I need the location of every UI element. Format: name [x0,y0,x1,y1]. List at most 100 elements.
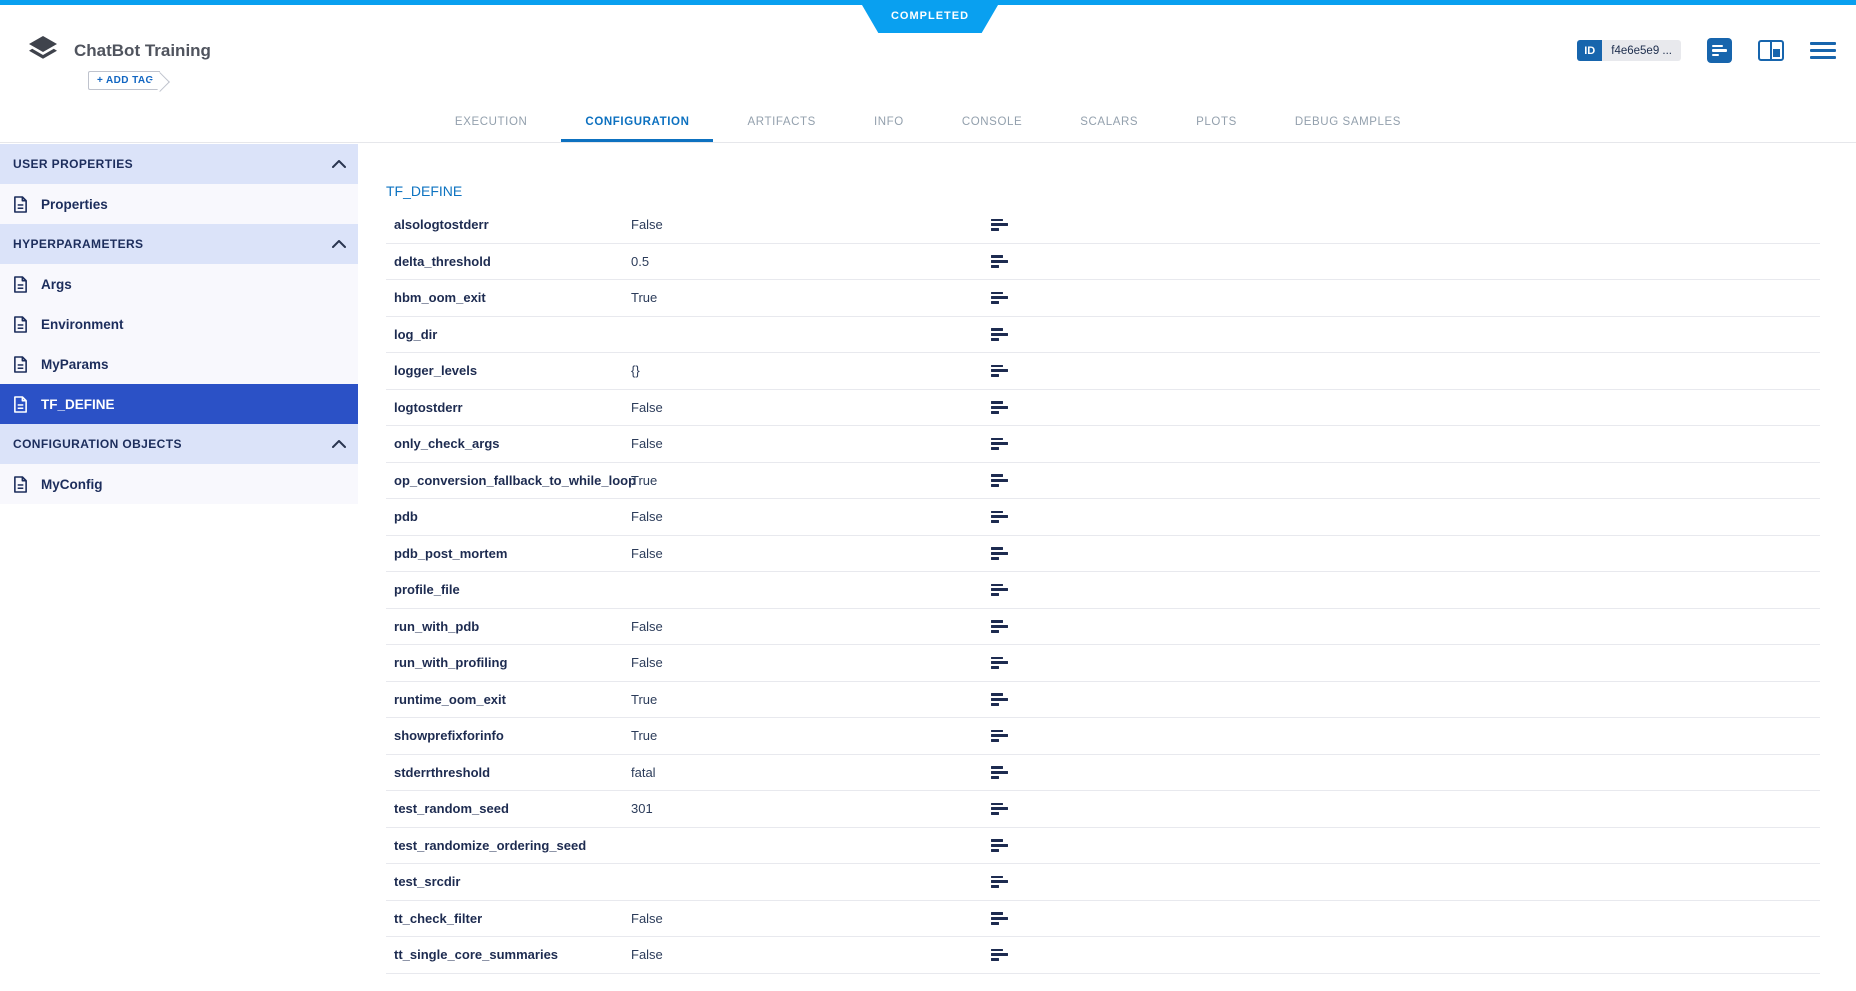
description-lines-icon[interactable] [991,948,1008,961]
sidebar-item-properties[interactable]: Properties [0,184,358,224]
description-lines-icon[interactable] [991,547,1008,560]
details-icon[interactable] [1707,38,1732,63]
parameter-row: delta_threshold 0.5 [386,244,1820,280]
parameter-value: False [631,618,663,634]
tab-info[interactable]: INFO [873,115,904,128]
document-icon [13,315,28,333]
parameter-row: test_randomize_ordering_seed [386,828,1820,864]
parameter-name: run_with_profiling [394,655,508,671]
description-lines-icon[interactable] [991,474,1008,487]
sidebar-item-label: TF_DEFINE [41,396,115,412]
document-icon [13,195,28,213]
description-lines-icon[interactable] [991,291,1008,304]
parameter-name: op_conversion_fallback_to_while_loop [394,472,637,488]
section-title: USER PROPERTIES [13,157,134,171]
chevron-up-icon [332,237,346,251]
tab-plots[interactable]: PLOTS [1196,115,1237,128]
document-icon [13,475,28,493]
description-lines-icon[interactable] [991,802,1008,815]
experiment-id-chip[interactable]: ID f4e6e5e9 ... [1577,40,1681,61]
parameter-value: False [631,217,663,233]
sidebar-item-label: MyConfig [41,476,103,492]
parameter-row: op_conversion_fallback_to_while_loop True [386,463,1820,499]
id-value: f4e6e5e9 ... [1602,40,1681,61]
configuration-panel: TF_DEFINE alsologtostderr False delta_thre… [358,144,1856,991]
parameter-name: test_randomize_ordering_seed [394,837,587,853]
parameter-value: 301 [631,801,653,817]
sidebar-item-environment[interactable]: Environment [0,304,358,344]
sidebar-section-user-properties[interactable]: USER PROPERTIES [0,144,358,184]
description-lines-icon[interactable] [991,583,1008,596]
description-lines-icon[interactable] [991,401,1008,414]
description-lines-icon[interactable] [991,364,1008,377]
parameter-name: test_srcdir [394,874,461,890]
description-lines-icon[interactable] [991,656,1008,669]
description-lines-icon[interactable] [991,510,1008,523]
parameter-name: logger_levels [394,363,478,379]
tab-scalars[interactable]: SCALARS [1080,115,1139,128]
split-panel-icon[interactable] [1758,40,1784,61]
top-status-bar [0,0,1856,5]
status-badge-label: COMPLETED [890,10,970,22]
description-lines-icon[interactable] [991,839,1008,852]
parameter-value: 0.5 [631,253,650,269]
parameter-name: log_dir [394,326,438,342]
header-right-controls: ID f4e6e5e9 ... [1577,38,1836,63]
config-section-title: TF_DEFINE [386,183,463,199]
tab-configuration[interactable]: CONFIGURATION [561,104,714,142]
sidebar-item-myparams[interactable]: MyParams [0,344,358,384]
parameter-name: only_check_args [394,436,500,452]
parameter-value: False [631,947,663,963]
description-lines-icon[interactable] [991,875,1008,888]
document-icon [13,275,28,293]
description-lines-icon[interactable] [991,912,1008,925]
description-lines-icon[interactable] [991,693,1008,706]
status-badge: COMPLETED [862,5,998,33]
parameter-row: stderrthreshold fatal [386,755,1820,791]
description-lines-icon[interactable] [991,437,1008,450]
parameter-name: showprefixforinfo [394,728,504,744]
sidebar-item-args[interactable]: Args [0,264,358,304]
description-lines-icon[interactable] [991,620,1008,633]
parameter-name: runtime_oom_exit [394,691,506,707]
description-lines-icon[interactable] [991,218,1008,231]
sidebar-item-tf_define[interactable]: TF_DEFINE [0,384,358,424]
parameter-row: only_check_args False [386,426,1820,463]
parameter-value: True [631,472,658,488]
parameter-name: profile_file [394,582,460,598]
parameter-name: tt_check_filter [394,910,483,926]
sidebar-item-myconfig[interactable]: MyConfig [0,464,358,504]
parameter-value: False [631,399,663,415]
sidebar-item-label: Args [41,276,72,292]
sidebar-section-configuration-objects[interactable]: CONFIGURATION OBJECTS [0,424,358,464]
parameter-name: stderrthreshold [394,764,491,780]
parameter-value: {} [631,363,640,379]
parameter-name: test_random_seed [394,801,509,817]
parameter-row: hbm_oom_exit True [386,280,1820,317]
id-label: ID [1577,40,1603,61]
menu-icon[interactable] [1810,42,1836,59]
parameter-value: False [631,545,663,561]
parameter-name: hbm_oom_exit [394,290,486,306]
tab-debug-samples[interactable]: DEBUG SAMPLES [1294,115,1402,128]
tab-artifacts[interactable]: ARTIFACTS [747,115,816,128]
description-lines-icon[interactable] [991,328,1008,341]
tab-execution[interactable]: EXECUTION [454,115,528,128]
parameter-row: pdb_post_mortem False [386,536,1820,572]
description-lines-icon[interactable] [991,255,1008,268]
sidebar-section-hyperparameters[interactable]: HYPERPARAMETERS [0,224,358,264]
parameter-row: tt_single_core_summaries False [386,937,1820,974]
add-tag-label: + ADD TAG [97,75,154,86]
parameter-value: False [631,655,663,671]
tab-console[interactable]: CONSOLE [961,115,1023,128]
section-title: HYPERPARAMETERS [13,237,144,251]
parameter-row: logtostderr False [386,390,1820,426]
page-title: ChatBot Training [74,41,211,60]
parameter-row: runtime_oom_exit True [386,682,1820,718]
parameter-row: alsologtostderr False [386,207,1820,244]
description-lines-icon[interactable] [991,766,1008,779]
sidebar-item-label: Properties [41,196,108,212]
description-lines-icon[interactable] [991,729,1008,742]
add-tag-button[interactable]: + ADD TAG [88,71,160,90]
parameter-name: pdb [394,509,418,525]
